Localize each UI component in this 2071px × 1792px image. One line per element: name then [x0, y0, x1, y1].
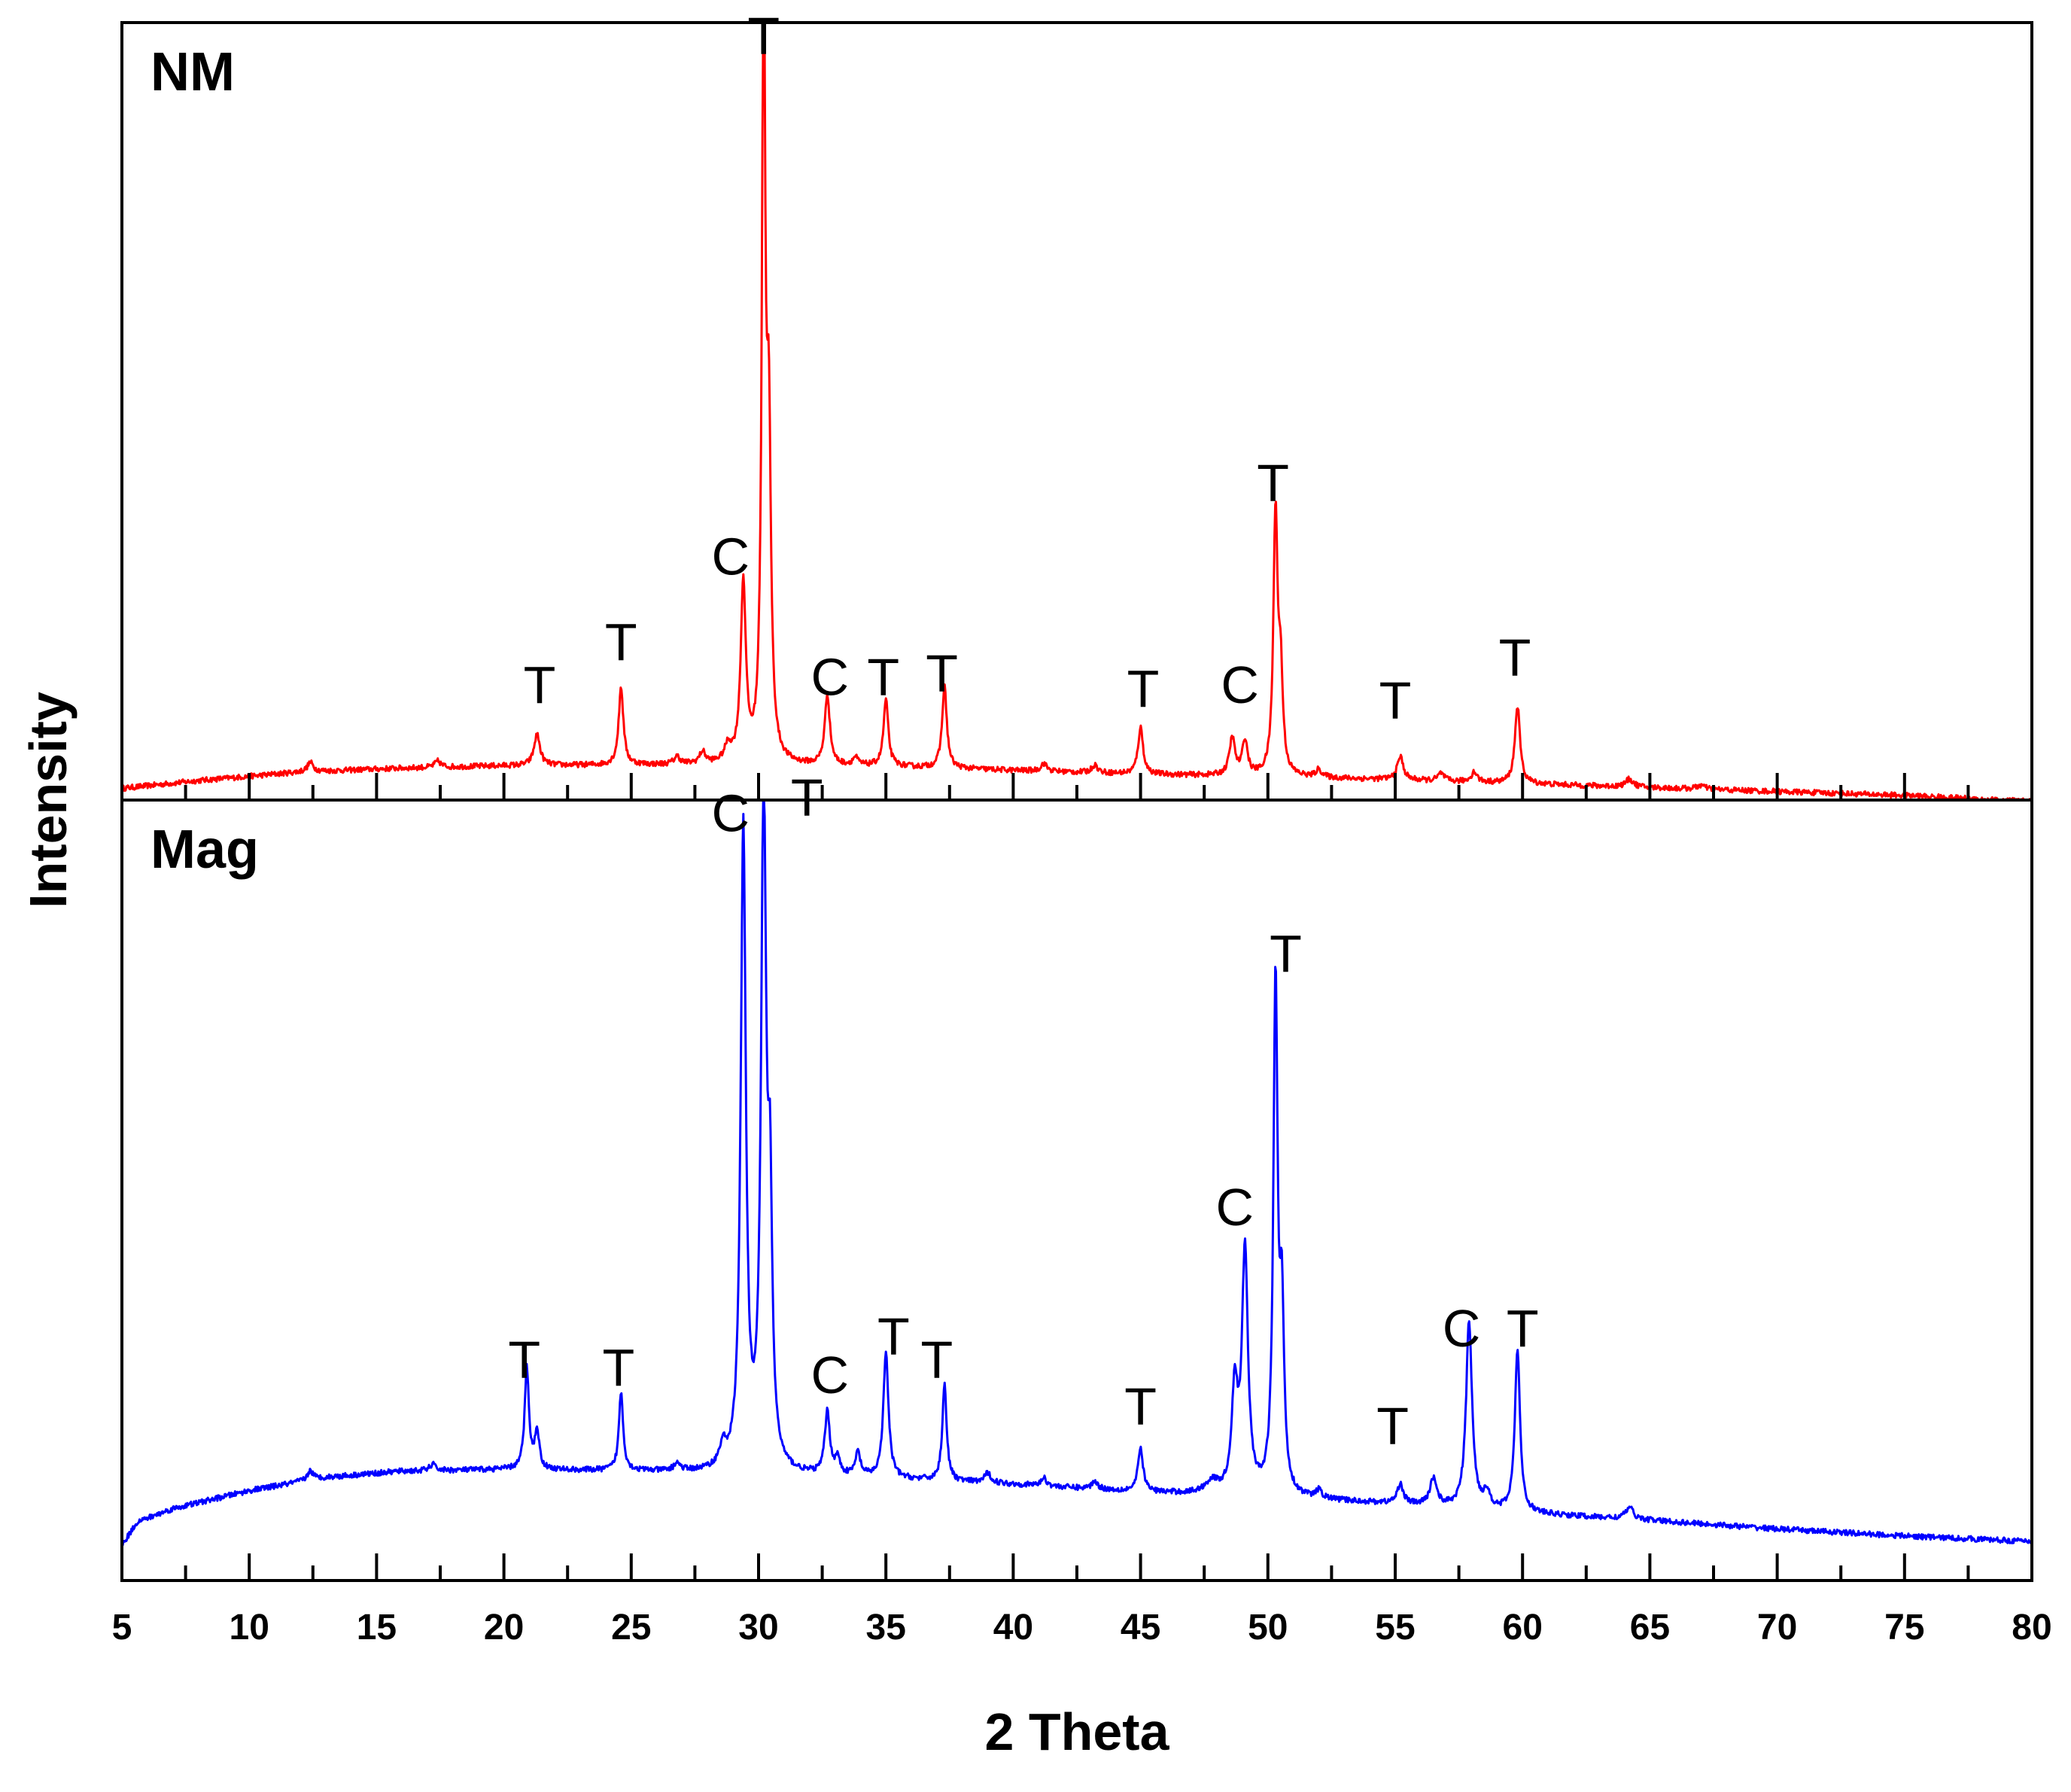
peak-label: T	[921, 1330, 953, 1389]
x-tick-label: 45	[1121, 1608, 1160, 1647]
peak-label: T	[926, 643, 958, 702]
peak-label: T	[791, 768, 823, 827]
peak-label: T	[1379, 671, 1412, 730]
x-tick-label: 30	[738, 1608, 778, 1647]
peak-label: T	[747, 6, 780, 65]
peak-label: T	[603, 1338, 635, 1397]
x-tick-label: 40	[993, 1608, 1033, 1647]
peak-label: T	[1507, 1299, 1539, 1358]
peak-label: T	[877, 1307, 910, 1365]
peak-label: C	[811, 648, 850, 707]
peak-label: T	[524, 656, 556, 714]
x-axis-title: 2 Theta	[984, 1702, 1169, 1761]
peak-label: T	[1257, 453, 1289, 512]
peak-label: T	[1124, 1377, 1157, 1436]
peak-label: T	[867, 648, 899, 707]
spectrum-line-mag	[120, 799, 2033, 1547]
x-tick-label: 10	[230, 1608, 269, 1647]
peak-label: C	[1216, 1178, 1254, 1237]
plot-frame	[120, 21, 2033, 1582]
peak-label: C	[712, 527, 750, 586]
peak-label: T	[508, 1330, 540, 1389]
peak-label: C	[712, 784, 750, 843]
peak-label: T	[1499, 628, 1531, 687]
spectrum-line-nm	[120, 21, 2033, 802]
x-tick-label: 60	[1503, 1608, 1543, 1647]
panel-label-mag: Mag	[151, 820, 259, 880]
peak-label: T	[605, 613, 637, 671]
x-tick-label: 55	[1375, 1608, 1415, 1647]
peak-label: C	[1221, 656, 1259, 714]
panel-label-nm: NM	[151, 42, 235, 102]
x-axis: 5 10 15 20 25 30 35 40 45 50 55 60 65 70 75 80	[112, 773, 2052, 1647]
peak-label: T	[1270, 924, 1302, 983]
x-tick-label: 35	[866, 1608, 906, 1647]
peak-label: C	[1443, 1299, 1481, 1358]
peak-label: T	[1376, 1397, 1409, 1456]
x-tick-label: 20	[484, 1608, 524, 1647]
x-tick-label: 65	[1630, 1608, 1670, 1647]
peak-label: C	[811, 1346, 850, 1404]
x-tick-label: 25	[611, 1608, 651, 1647]
x-tick-label: 5	[112, 1608, 132, 1647]
y-axis-title: Intensity	[19, 692, 78, 908]
x-tick-label: 70	[1757, 1608, 1797, 1647]
x-tick-label: 15	[357, 1608, 397, 1647]
x-tick-label: 50	[1248, 1608, 1288, 1647]
x-tick-label: 80	[2012, 1608, 2051, 1647]
x-tick-label: 75	[1884, 1608, 1924, 1647]
peak-label: T	[1127, 659, 1160, 718]
